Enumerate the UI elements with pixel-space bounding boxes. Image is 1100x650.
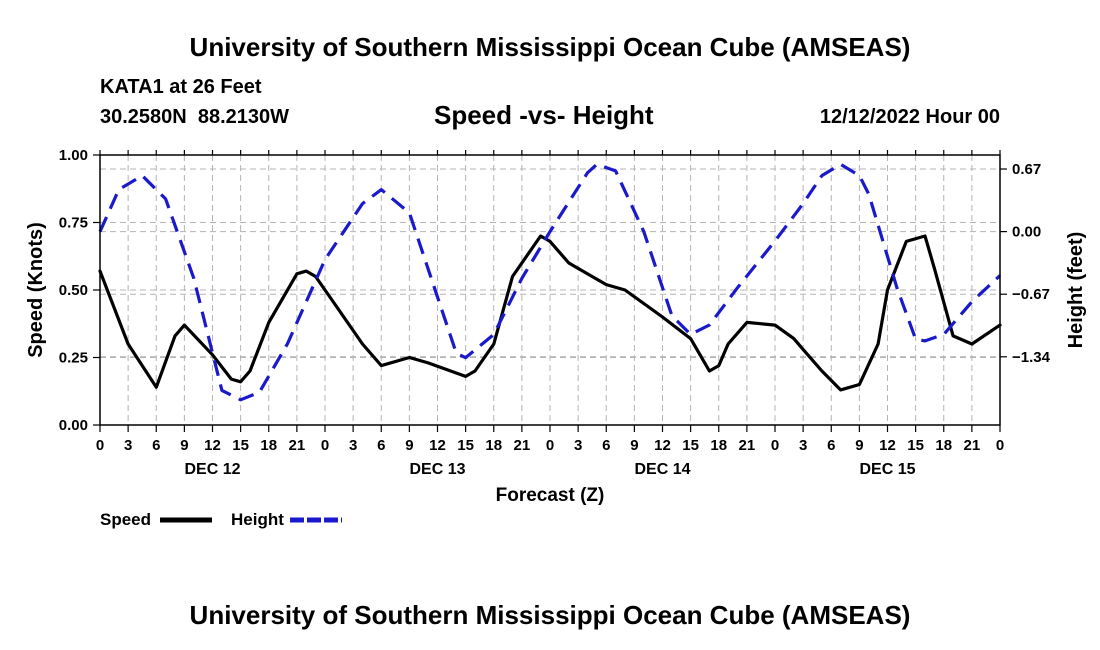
y2-tick-label: 0.67	[1012, 161, 1041, 178]
x-tick-label: 6	[827, 437, 835, 454]
x-tick-label: 12	[654, 437, 671, 454]
x-tick-label: 18	[260, 437, 277, 454]
y-tick-label: 0.75	[59, 215, 88, 232]
x-tick-label: 6	[377, 437, 385, 454]
x-tick-label: 9	[855, 437, 863, 454]
station-name: KATA1 at 26 Feet	[100, 76, 262, 98]
x-tick-label: 15	[457, 437, 474, 454]
x-axis-title: Forecast (Z)	[496, 485, 605, 506]
x-tick-label: 3	[799, 437, 807, 454]
forecast-date: 12/12/2022 Hour 00	[819, 106, 1000, 128]
day-label: DEC 14	[634, 461, 690, 478]
x-tick-label: 15	[232, 437, 249, 454]
x-tick-label: 12	[879, 437, 896, 454]
chart-title-bottom: University of Southern Mississippi Ocean…	[189, 600, 911, 630]
day-label: DEC 12	[184, 461, 240, 478]
y-tick-label: 0.25	[59, 350, 88, 367]
y2-tick-label: 0.00	[1012, 224, 1041, 241]
speed-series-line	[98, 234, 1002, 392]
y-tick-label: 0.50	[59, 282, 88, 299]
x-tick-label: 0	[546, 437, 554, 454]
x-tick-label: 21	[289, 437, 306, 454]
station-coordinates: 30.2580N 88.2130W	[100, 106, 290, 128]
x-tick-label: 3	[574, 437, 582, 454]
x-tick-label: 18	[485, 437, 502, 454]
x-tick-label: 18	[710, 437, 727, 454]
x-tick-label: 21	[739, 437, 756, 454]
x-tick-label: 6	[152, 437, 160, 454]
x-tick-label: 9	[630, 437, 638, 454]
x-tick-label: 0	[321, 437, 329, 454]
y2-tick-label: −1.34	[1012, 349, 1051, 366]
y2-axis-title: Height (feet)	[1065, 232, 1087, 349]
day-label: DEC 13	[409, 461, 465, 478]
y-tick-label: 0.00	[59, 417, 88, 434]
x-tick-label: 15	[682, 437, 699, 454]
x-tick-label: 0	[771, 437, 779, 454]
y-tick-label: 1.00	[59, 147, 88, 164]
x-tick-label: 12	[204, 437, 221, 454]
x-tick-label: 3	[349, 437, 357, 454]
x-tick-label: 9	[180, 437, 188, 454]
x-tick-label: 3	[124, 437, 132, 454]
day-label: DEC 15	[859, 461, 915, 478]
legend-label-height: Height	[231, 510, 284, 529]
y2-tick-label: −0.67	[1012, 286, 1050, 303]
x-tick-label: 15	[907, 437, 924, 454]
height-series-line	[98, 162, 1002, 402]
legend-label-speed: Speed	[100, 510, 151, 529]
x-tick-label: 9	[405, 437, 413, 454]
x-tick-label: 0	[996, 437, 1004, 454]
x-tick-label: 21	[964, 437, 981, 454]
chart-subtitle: Speed -vs- Height	[434, 100, 654, 130]
x-tick-label: 12	[429, 437, 446, 454]
x-tick-label: 6	[602, 437, 610, 454]
x-tick-label: 21	[514, 437, 531, 454]
x-tick-label: 0	[96, 437, 104, 454]
y-axis-title: Speed (Knots)	[25, 222, 47, 358]
x-tick-label: 18	[935, 437, 952, 454]
chart-title-top: University of Southern Mississippi Ocean…	[189, 32, 911, 62]
